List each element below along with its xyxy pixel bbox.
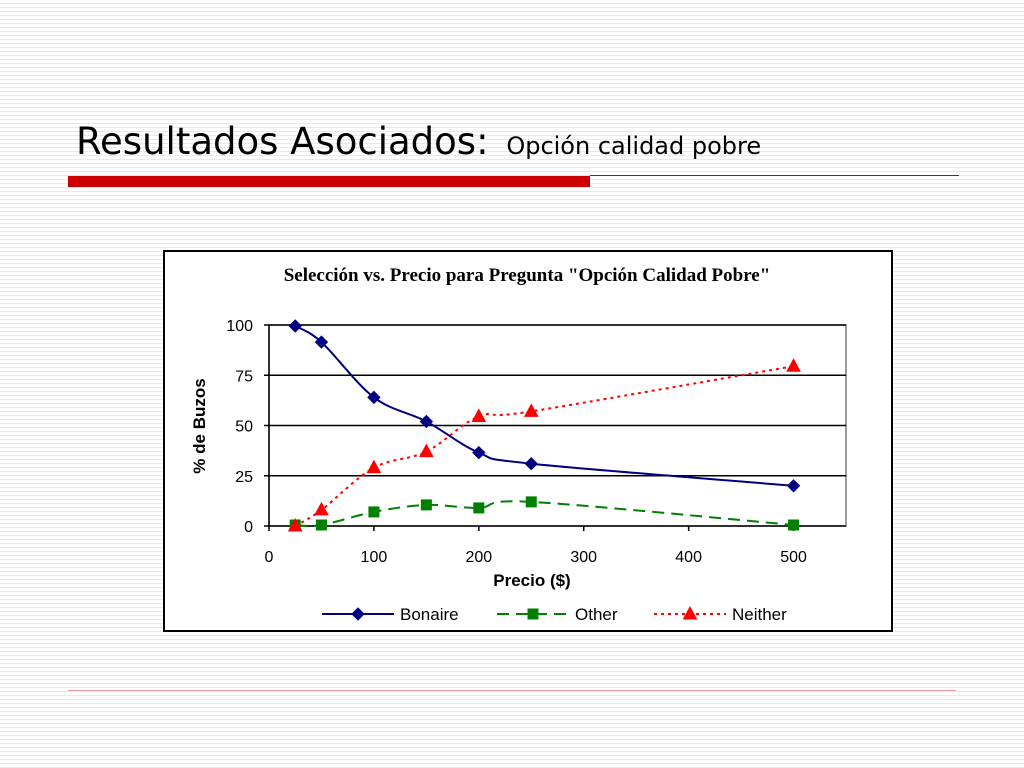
legend-marker — [682, 605, 698, 620]
slide-title: Resultados Asociados: Opción calidad pob… — [76, 120, 761, 163]
data-point-bonaire — [314, 335, 329, 349]
x-tick-label: 500 — [780, 549, 807, 566]
slide-subtitle: Opción calidad pobre — [506, 132, 762, 160]
x-tick-label: 400 — [675, 549, 702, 566]
data-point-other — [420, 499, 432, 511]
data-point-neither — [314, 501, 329, 516]
data-point-neither — [366, 459, 382, 474]
series-layer — [287, 319, 801, 532]
series-line-bonaire — [294, 325, 794, 487]
data-point-bonaire — [786, 479, 801, 493]
y-axis-label: % de Buzos — [190, 378, 209, 473]
data-point-other — [315, 519, 327, 531]
legend-label: Other — [575, 605, 618, 624]
y-tick-label: 100 — [226, 318, 253, 335]
legend-marker — [527, 608, 539, 620]
data-point-bonaire — [367, 390, 381, 405]
x-tick-label: 0 — [265, 549, 274, 566]
legend-label: Bonaire — [400, 605, 459, 624]
data-point-bonaire — [419, 414, 434, 429]
y-tick-label: 75 — [235, 368, 253, 385]
data-point-neither — [786, 358, 801, 372]
y-tick-label: 50 — [235, 419, 253, 436]
data-point-neither — [471, 408, 487, 422]
title-underline-thin — [590, 175, 959, 176]
data-point-other — [525, 496, 537, 508]
series-line-neither — [294, 365, 794, 527]
x-tick-label: 200 — [465, 549, 492, 566]
footer-rule — [68, 690, 956, 691]
series-line-other — [295, 500, 794, 527]
x-axis-label: Precio ($) — [493, 571, 570, 590]
legend-item-bonaire: Bonaire — [322, 605, 459, 624]
series-bonaire — [288, 319, 801, 493]
chart-frame: Selección vs. Precio para Pregunta "Opci… — [163, 250, 893, 632]
legend-marker — [351, 607, 365, 621]
axes — [264, 324, 846, 531]
data-point-neither — [287, 517, 303, 532]
line-chart: Selección vs. Precio para Pregunta "Opci… — [190, 265, 847, 624]
data-point-bonaire — [524, 456, 538, 471]
series-neither — [287, 358, 801, 532]
legend-item-other: Other — [497, 605, 618, 624]
data-point-neither — [523, 403, 539, 417]
x-tick-label: 100 — [361, 549, 388, 566]
y-tick-label: 0 — [244, 519, 253, 536]
tick-labels: 0 25 50 75 100 0 100 200 300 400 500 — [226, 318, 807, 566]
chart-title: Selección vs. Precio para Pregunta "Opci… — [284, 265, 771, 286]
x-tick-label: 300 — [570, 549, 597, 566]
gridlines — [269, 324, 846, 477]
data-point-neither — [419, 443, 434, 458]
legend-label: Neither — [732, 605, 787, 624]
title-underline-thick — [68, 176, 590, 187]
data-point-bonaire — [472, 445, 486, 460]
y-tick-label: 25 — [235, 469, 253, 486]
data-point-other — [368, 506, 380, 518]
data-point-bonaire — [288, 319, 302, 333]
data-point-other — [788, 519, 800, 531]
data-point-other — [473, 502, 485, 514]
slide-title-text: Resultados Asociados: — [76, 120, 489, 163]
legend-item-neither: Neither — [654, 605, 787, 624]
legend: Bonaire Other Neither — [322, 605, 787, 624]
